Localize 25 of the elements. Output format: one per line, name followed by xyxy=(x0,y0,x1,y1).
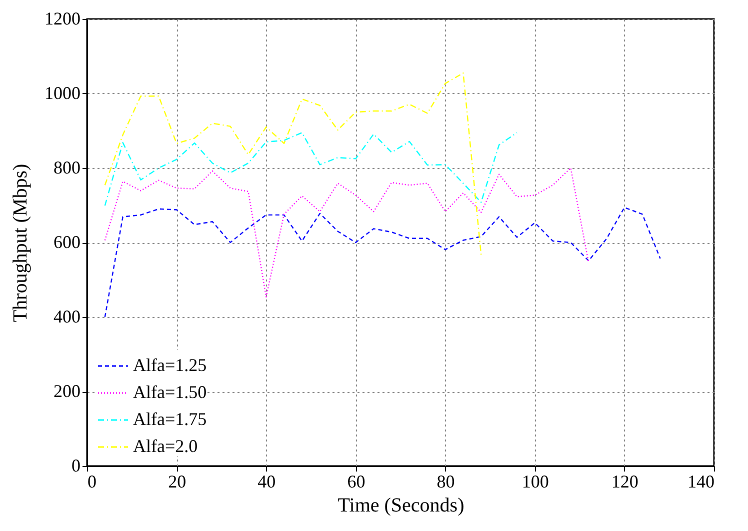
x-tick-label: 140 xyxy=(688,472,714,492)
line-series xyxy=(104,206,661,318)
y-tick-label: 200 xyxy=(54,381,80,401)
line-series xyxy=(104,72,482,256)
y-tick-label: 400 xyxy=(54,306,80,326)
line-series xyxy=(104,167,590,298)
y-tick-label: 800 xyxy=(54,158,80,178)
y-tick-label: 600 xyxy=(54,232,80,252)
x-tick-label: 100 xyxy=(522,472,549,492)
y-axis-title: Throughput (Mbps) xyxy=(10,164,32,322)
x-tick-label: 120 xyxy=(611,472,638,492)
x-tick-label: 80 xyxy=(436,472,455,492)
x-tick-label: 0 xyxy=(88,472,96,492)
y-tick-label: 1200 xyxy=(44,8,80,28)
y-tick-label: 1000 xyxy=(44,83,80,103)
x-tick-label: 60 xyxy=(347,472,366,492)
legend-label: Alfa=1.75 xyxy=(133,409,207,429)
x-tick-label: 20 xyxy=(168,472,186,492)
legend-label: Alfa=1.25 xyxy=(133,355,207,375)
x-axis-title: Time (Seconds) xyxy=(338,494,464,516)
x-tick-label: 40 xyxy=(258,472,276,492)
legend-label: Alfa=2.0 xyxy=(133,436,198,456)
legend-label: Alfa=1.50 xyxy=(133,382,207,402)
line-series xyxy=(104,132,518,206)
y-tick-label: 0 xyxy=(72,456,80,476)
